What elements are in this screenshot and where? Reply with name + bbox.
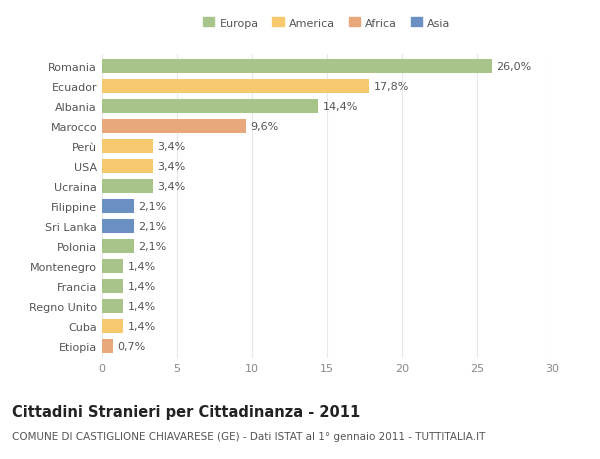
Bar bbox=[102, 220, 133, 233]
Text: 3,4%: 3,4% bbox=[157, 182, 186, 191]
Bar bbox=[102, 339, 113, 353]
Bar bbox=[102, 80, 369, 94]
Text: COMUNE DI CASTIGLIONE CHIAVARESE (GE) - Dati ISTAT al 1° gennaio 2011 - TUTTITAL: COMUNE DI CASTIGLIONE CHIAVARESE (GE) - … bbox=[12, 431, 485, 442]
Text: 1,4%: 1,4% bbox=[128, 281, 156, 291]
Text: 3,4%: 3,4% bbox=[157, 142, 186, 152]
Text: 2,1%: 2,1% bbox=[138, 241, 166, 252]
Text: Cittadini Stranieri per Cittadinanza - 2011: Cittadini Stranieri per Cittadinanza - 2… bbox=[12, 404, 360, 419]
Text: 14,4%: 14,4% bbox=[323, 102, 358, 112]
Bar bbox=[102, 160, 153, 174]
Bar bbox=[102, 140, 153, 153]
Text: 9,6%: 9,6% bbox=[251, 122, 279, 132]
Text: 1,4%: 1,4% bbox=[128, 321, 156, 331]
Text: 0,7%: 0,7% bbox=[117, 341, 145, 351]
Text: 2,1%: 2,1% bbox=[138, 222, 166, 231]
Text: 1,4%: 1,4% bbox=[128, 261, 156, 271]
Text: 3,4%: 3,4% bbox=[157, 162, 186, 172]
Bar bbox=[102, 200, 133, 213]
Bar bbox=[102, 100, 318, 114]
Bar bbox=[102, 180, 153, 193]
Bar bbox=[102, 299, 123, 313]
Text: 26,0%: 26,0% bbox=[497, 62, 532, 72]
Bar bbox=[102, 240, 133, 253]
Bar bbox=[102, 280, 123, 293]
Legend: Europa, America, Africa, Asia: Europa, America, Africa, Asia bbox=[199, 14, 455, 33]
Text: 1,4%: 1,4% bbox=[128, 301, 156, 311]
Bar bbox=[102, 120, 246, 134]
Bar bbox=[102, 319, 123, 333]
Text: 17,8%: 17,8% bbox=[373, 82, 409, 92]
Bar bbox=[102, 259, 123, 273]
Bar bbox=[102, 60, 492, 74]
Text: 2,1%: 2,1% bbox=[138, 202, 166, 212]
